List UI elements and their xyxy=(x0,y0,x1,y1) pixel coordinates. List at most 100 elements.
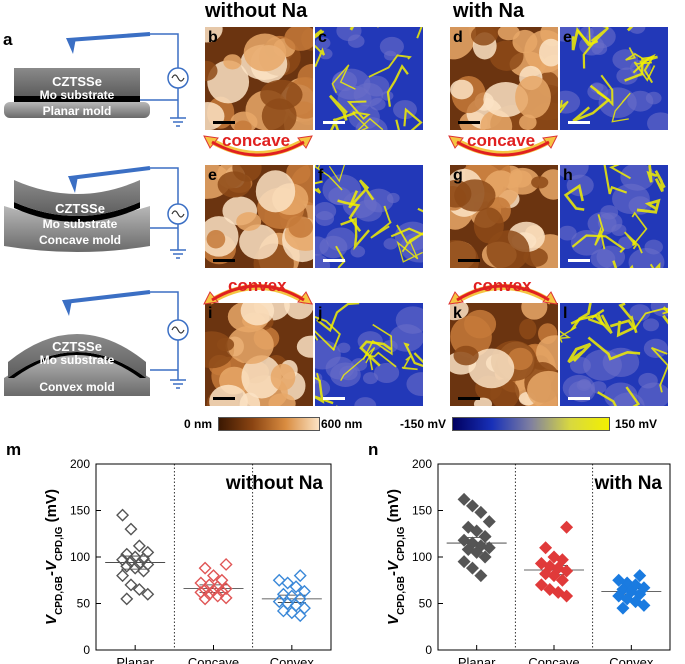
schematic-convex-l2: Mo substrate xyxy=(40,353,115,367)
kpfm-image-l xyxy=(560,303,668,406)
data-point xyxy=(124,522,138,536)
data-point xyxy=(276,604,290,618)
data-point xyxy=(116,569,130,583)
plot-title: with Na xyxy=(593,473,662,494)
data-point xyxy=(457,555,471,569)
data-point xyxy=(285,606,299,620)
schematic-concave-l2: Mo substrate xyxy=(43,217,118,231)
panel-label-b: b xyxy=(208,29,218,46)
data-point xyxy=(465,499,479,513)
data-point xyxy=(539,541,553,555)
data-point xyxy=(198,561,212,575)
y-tick-label: 100 xyxy=(412,550,432,564)
schematic-convex-l3: Convex mold xyxy=(39,380,114,394)
height-colorbar-min: 0 nm xyxy=(184,417,213,431)
panel-label-f: f xyxy=(318,167,324,184)
data-point xyxy=(219,591,233,605)
height-colorbar-max: 600 nm xyxy=(321,417,363,431)
cpd-colorbar xyxy=(452,417,610,431)
panel-label-a: a xyxy=(3,30,13,49)
panel-label-i: i xyxy=(208,305,213,322)
data-point xyxy=(539,567,553,581)
afm-image-i xyxy=(205,303,313,406)
plot-title: without Na xyxy=(225,473,324,494)
plot-body: 0 50 100 150 200 Planar Concave Convex with Na VC… xyxy=(385,457,671,664)
data-point xyxy=(629,595,643,609)
x-tick-label: Concave xyxy=(528,655,579,664)
x-tick-label: Convex xyxy=(609,655,654,664)
data-point xyxy=(128,561,142,575)
schematic-planar-l2: Mo substrate xyxy=(40,88,115,102)
series-concave xyxy=(183,557,244,606)
y-axis-label: VCPD,GB-VCPD,IG (mV) xyxy=(43,489,65,625)
x-tick-label: Planar xyxy=(116,655,154,664)
data-point xyxy=(560,520,574,534)
concave-arrow-right xyxy=(448,135,558,157)
y-tick-label: 200 xyxy=(412,457,432,471)
data-point xyxy=(560,564,574,578)
data-point xyxy=(555,553,569,567)
panel-label-l: l xyxy=(563,305,568,322)
data-point xyxy=(211,589,225,603)
kpfm-image-f xyxy=(315,165,423,268)
convex-label-right: convex xyxy=(473,276,532,295)
data-point xyxy=(457,492,471,506)
schematic-concave-l1: CZTSSe xyxy=(55,201,105,216)
data-point xyxy=(470,524,484,538)
panel-label-h: h xyxy=(563,167,573,184)
data-point xyxy=(474,505,488,519)
x-tick-label: Planar xyxy=(458,655,496,664)
data-point xyxy=(124,578,138,592)
data-point xyxy=(120,559,134,573)
panel-label-j: j xyxy=(318,305,323,322)
y-tick-label: 0 xyxy=(425,643,432,657)
data-point xyxy=(207,569,220,583)
y-tick-label: 150 xyxy=(412,504,432,518)
y-tick-label: 50 xyxy=(419,597,433,611)
data-point xyxy=(293,569,307,583)
data-point xyxy=(551,585,565,599)
data-point xyxy=(470,545,484,559)
data-point xyxy=(465,561,479,575)
schematic-convex-l1: CZTSSe xyxy=(52,339,102,354)
data-point xyxy=(272,595,286,609)
panel-label-m: m xyxy=(6,440,22,459)
data-point xyxy=(132,583,146,597)
data-point xyxy=(482,541,496,555)
cpd-colorbar-min: -150 mV xyxy=(400,417,447,431)
schematic-planar-l3: Planar mold xyxy=(43,104,112,118)
panel-label-k: k xyxy=(453,305,462,322)
data-point xyxy=(132,539,146,553)
y-tick-label: 0 xyxy=(83,643,90,657)
schematic-planar xyxy=(4,32,189,127)
series-concave xyxy=(524,520,584,603)
panel-label-g: g xyxy=(453,167,463,184)
kpfm-image-j xyxy=(315,303,423,406)
x-tick-label: Concave xyxy=(188,655,239,664)
panel-label-n: n xyxy=(368,440,379,459)
series-planar xyxy=(446,492,507,583)
plot-body: 0 50 100 150 200 Planar Concave Convex without N… xyxy=(43,457,332,664)
scatter-plot-m: 0 50 100 150 200 Planar Concave Convex without N… xyxy=(43,457,332,664)
data-point xyxy=(547,569,561,583)
data-point xyxy=(116,508,130,522)
schematic-concave-l3: Concave mold xyxy=(39,233,121,247)
kpfm-image-c xyxy=(315,27,423,130)
concave-arrow-left xyxy=(203,135,313,157)
kpfm-image-h xyxy=(560,165,668,268)
y-tick-label: 150 xyxy=(70,504,90,518)
data-point xyxy=(198,592,212,606)
data-point xyxy=(120,592,134,606)
schematic-concave xyxy=(4,166,189,259)
y-tick-label: 50 xyxy=(77,597,91,611)
afm-image-k xyxy=(450,303,558,406)
concave-label-right: concave xyxy=(467,131,536,150)
data-point xyxy=(474,569,488,583)
data-point xyxy=(461,520,475,534)
series-planar xyxy=(105,508,166,606)
panel-label-e: e xyxy=(563,29,572,46)
schematic-diagram: CZTSSe Mo substrate Planar mold CZTSSe M… xyxy=(4,32,189,396)
data-point xyxy=(555,573,569,587)
data-point xyxy=(478,530,492,544)
